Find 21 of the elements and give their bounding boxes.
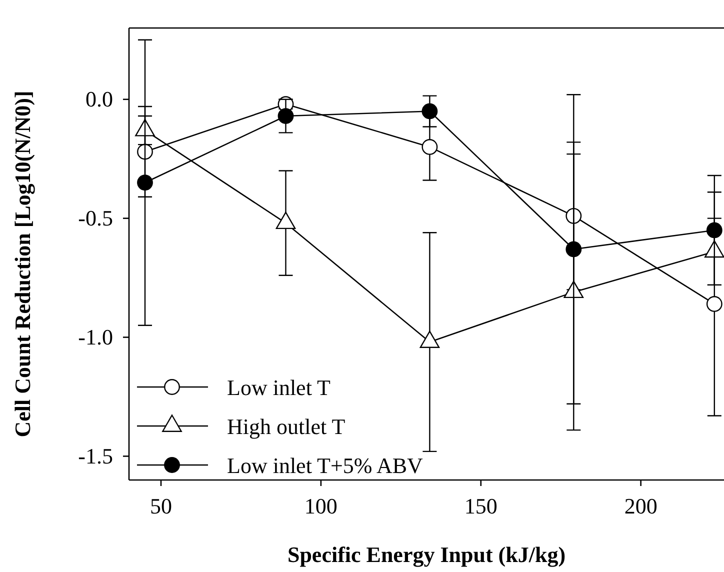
legend-label: High outlet T [227,414,346,439]
x-tick-label: 50 [150,494,172,519]
x-tick-label: 150 [464,494,498,519]
legend-label: Low inlet T [227,375,332,400]
point [706,296,722,312]
point [422,139,438,155]
point [422,103,438,120]
point [420,330,440,348]
y-tick-label: -1.0 [78,324,113,350]
point [566,241,582,258]
legend-label: Low inlet T+5% ABV [227,453,424,478]
y-tick-label: -1.5 [78,443,113,468]
x-tick-label: 200 [624,494,658,519]
y-tick-label: 0.0 [86,86,113,112]
x-tick-label: 100 [304,494,338,519]
y-axis-title: Cell Count Reduction [Log10(N/N0)] [10,90,35,438]
point [137,174,153,191]
x-axis-title: Specific Energy Input (kJ/kg) [287,542,566,567]
y-tick-label: -0.5 [78,205,113,230]
point [706,222,722,238]
point [278,108,294,124]
